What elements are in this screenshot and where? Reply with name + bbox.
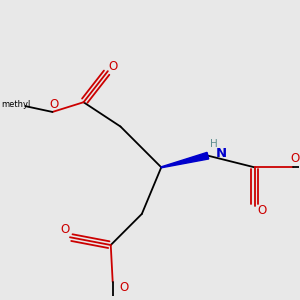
Text: O: O — [258, 204, 267, 217]
Text: O: O — [291, 152, 300, 165]
Text: O: O — [120, 281, 129, 294]
Text: N: N — [216, 147, 227, 160]
Text: H: H — [210, 139, 218, 149]
Polygon shape — [161, 152, 209, 168]
Text: O: O — [61, 223, 70, 236]
Text: methyl: methyl — [1, 100, 30, 109]
Text: O: O — [50, 98, 59, 111]
Text: O: O — [108, 60, 117, 73]
